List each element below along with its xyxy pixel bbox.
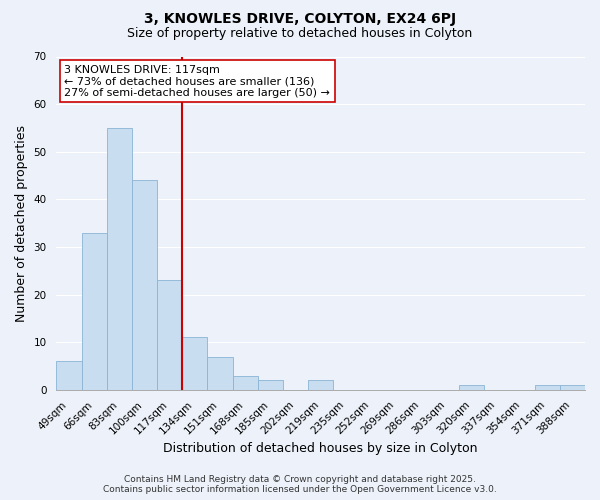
Bar: [258, 380, 283, 390]
Text: 3 KNOWLES DRIVE: 117sqm
← 73% of detached houses are smaller (136)
27% of semi-d: 3 KNOWLES DRIVE: 117sqm ← 73% of detache…: [64, 65, 330, 98]
Bar: [107, 128, 132, 390]
Bar: [82, 232, 107, 390]
Bar: [182, 338, 208, 390]
Bar: [535, 385, 560, 390]
Y-axis label: Number of detached properties: Number of detached properties: [15, 124, 28, 322]
Text: Contains HM Land Registry data © Crown copyright and database right 2025.
Contai: Contains HM Land Registry data © Crown c…: [103, 474, 497, 494]
X-axis label: Distribution of detached houses by size in Colyton: Distribution of detached houses by size …: [163, 442, 478, 455]
Bar: [132, 180, 157, 390]
Text: Size of property relative to detached houses in Colyton: Size of property relative to detached ho…: [127, 28, 473, 40]
Text: 3, KNOWLES DRIVE, COLYTON, EX24 6PJ: 3, KNOWLES DRIVE, COLYTON, EX24 6PJ: [144, 12, 456, 26]
Bar: [233, 376, 258, 390]
Bar: [308, 380, 333, 390]
Bar: [208, 356, 233, 390]
Bar: [560, 385, 585, 390]
Bar: [157, 280, 182, 390]
Bar: [459, 385, 484, 390]
Bar: [56, 362, 82, 390]
